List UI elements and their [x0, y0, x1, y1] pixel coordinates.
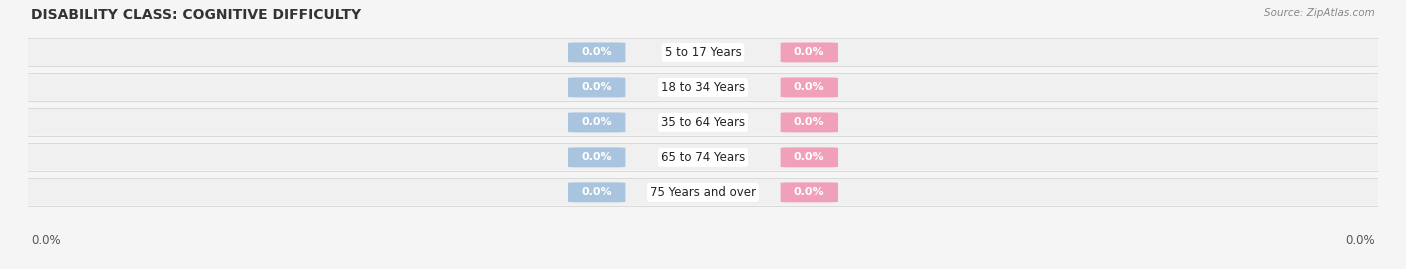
Text: DISABILITY CLASS: COGNITIVE DIFFICULTY: DISABILITY CLASS: COGNITIVE DIFFICULTY: [31, 8, 361, 22]
Text: 0.0%: 0.0%: [31, 235, 60, 247]
FancyBboxPatch shape: [8, 143, 1398, 171]
Text: 18 to 34 Years: 18 to 34 Years: [661, 81, 745, 94]
Text: 5 to 17 Years: 5 to 17 Years: [665, 46, 741, 59]
Text: 0.0%: 0.0%: [582, 47, 612, 58]
Text: 0.0%: 0.0%: [582, 117, 612, 128]
FancyBboxPatch shape: [14, 74, 1392, 101]
Text: 0.0%: 0.0%: [582, 152, 612, 162]
Text: 35 to 64 Years: 35 to 64 Years: [661, 116, 745, 129]
FancyBboxPatch shape: [14, 144, 1392, 171]
FancyBboxPatch shape: [568, 147, 626, 167]
FancyBboxPatch shape: [780, 112, 838, 132]
Text: 0.0%: 0.0%: [794, 117, 824, 128]
FancyBboxPatch shape: [780, 77, 838, 97]
FancyBboxPatch shape: [780, 147, 838, 167]
FancyBboxPatch shape: [8, 178, 1398, 206]
FancyBboxPatch shape: [8, 108, 1398, 136]
FancyBboxPatch shape: [14, 179, 1392, 206]
FancyBboxPatch shape: [568, 182, 626, 202]
Text: 0.0%: 0.0%: [794, 152, 824, 162]
FancyBboxPatch shape: [8, 73, 1398, 101]
Text: 0.0%: 0.0%: [582, 187, 612, 197]
FancyBboxPatch shape: [568, 112, 626, 132]
FancyBboxPatch shape: [14, 39, 1392, 66]
Text: 65 to 74 Years: 65 to 74 Years: [661, 151, 745, 164]
FancyBboxPatch shape: [8, 38, 1398, 66]
Text: Source: ZipAtlas.com: Source: ZipAtlas.com: [1264, 8, 1375, 18]
FancyBboxPatch shape: [568, 43, 626, 62]
Text: 0.0%: 0.0%: [582, 82, 612, 93]
Text: 0.0%: 0.0%: [1346, 235, 1375, 247]
Text: 75 Years and over: 75 Years and over: [650, 186, 756, 199]
FancyBboxPatch shape: [780, 182, 838, 202]
FancyBboxPatch shape: [780, 43, 838, 62]
Text: 0.0%: 0.0%: [794, 82, 824, 93]
FancyBboxPatch shape: [14, 109, 1392, 136]
FancyBboxPatch shape: [568, 77, 626, 97]
Text: 0.0%: 0.0%: [794, 47, 824, 58]
Text: 0.0%: 0.0%: [794, 187, 824, 197]
